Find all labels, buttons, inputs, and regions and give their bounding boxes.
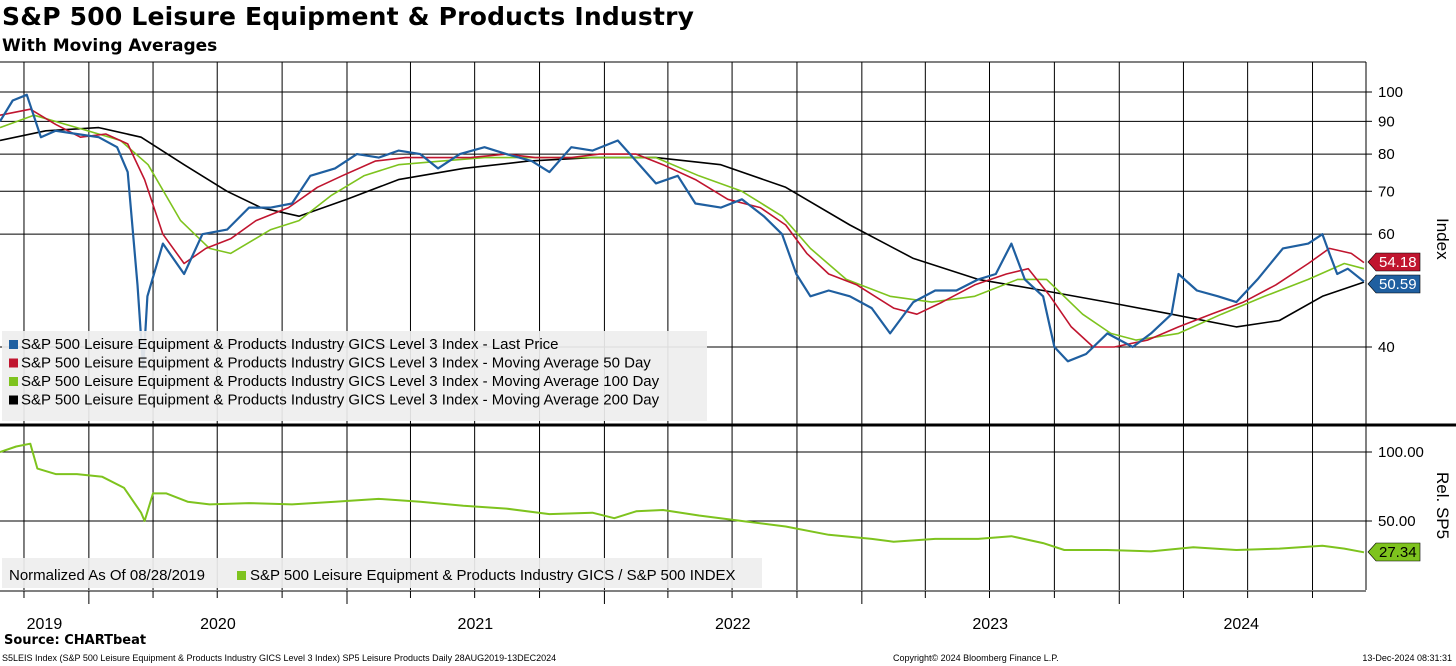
legend-swatch (9, 377, 18, 386)
footer-ticker-description: S5LEIS Index (S&P 500 Leisure Equipment … (2, 653, 557, 663)
series-line (0, 93, 1365, 370)
axis-layer: 40 60 70 80 90 100 50.00 100.00 2019 2020 2021 2022… (23, 84, 1452, 633)
legend-label: S&P 500 Leisure Equipment & Products Ind… (250, 567, 736, 584)
last-value-tag-bg (1367, 252, 1421, 272)
y-axis-title: Index (1433, 218, 1452, 260)
y-tick-label: 100 (1378, 84, 1403, 101)
x-tick-label: 2021 (458, 616, 494, 633)
x-tick-label: 2022 (715, 616, 751, 633)
normalized-note: Normalized As Of 08/28/2019 (9, 567, 205, 584)
legend-swatch (9, 395, 18, 405)
last-value-tag-text: 54.18 (1379, 254, 1417, 271)
legend-label: S&P 500 Leisure Equipment & Products Ind… (21, 392, 660, 409)
y-tick-label: 90 (1378, 113, 1395, 130)
legend-box (2, 331, 707, 421)
footer-copyright: Copyright© 2024 Bloomberg Finance L.P. (893, 653, 1059, 663)
legend-swatch (237, 571, 246, 580)
y-tick-label: 60 (1378, 226, 1395, 243)
y-tick-label: 100.00 (1378, 444, 1424, 461)
last-value-tag-text: 27.34 (1379, 544, 1417, 561)
x-tick-label: 2023 (972, 616, 1008, 633)
legend-swatch (9, 340, 18, 349)
legend-swatch (9, 358, 18, 368)
y-tick-label: 40 (1378, 339, 1395, 356)
x-tick-label: 2024 (1223, 616, 1259, 633)
y-axis-title: Rel. SP5 (1433, 472, 1452, 539)
footer-timestamp: 13-Dec-2024 08:31:31 (1362, 653, 1452, 663)
source-note: Source: CHARTbeat (4, 633, 147, 648)
series-line (0, 442, 1365, 554)
chart-subtitle: With Moving Averages (2, 36, 218, 56)
y-tick-label: 50.00 (1378, 513, 1416, 530)
series-layer (0, 93, 1365, 554)
ma50-last-tag: 54.18 (1367, 252, 1421, 272)
last-price-tag: 50.59 (1367, 274, 1421, 294)
legend-label: S&P 500 Leisure Equipment & Products Ind… (21, 355, 651, 372)
last-value-tag-text: 50.59 (1379, 276, 1417, 293)
y-tick-label: 80 (1378, 146, 1395, 163)
legend-box (2, 558, 762, 588)
chart-title: S&P 500 Leisure Equipment & Products Ind… (2, 2, 695, 31)
legend-label: S&P 500 Leisure Equipment & Products Ind… (21, 336, 559, 353)
legend-label: S&P 500 Leisure Equipment & Products Ind… (21, 373, 660, 390)
y-tick-label: 70 (1378, 183, 1395, 200)
x-tick-label: 2019 (27, 616, 63, 633)
last-value-tag-bg (1367, 542, 1421, 562)
last-value-tag-bg (1367, 274, 1421, 294)
series-line (0, 126, 1365, 328)
chart-canvas: 40 60 70 80 90 100 50.00 100.00 2019 2020 2021 2022… (0, 61, 1456, 633)
legend-layer: S&P 500 Leisure Equipment & Products Ind… (2, 331, 762, 588)
series-line (0, 114, 1365, 341)
x-tick-label: 2020 (200, 616, 236, 633)
relative-last-tag: 27.34 (1367, 542, 1421, 562)
